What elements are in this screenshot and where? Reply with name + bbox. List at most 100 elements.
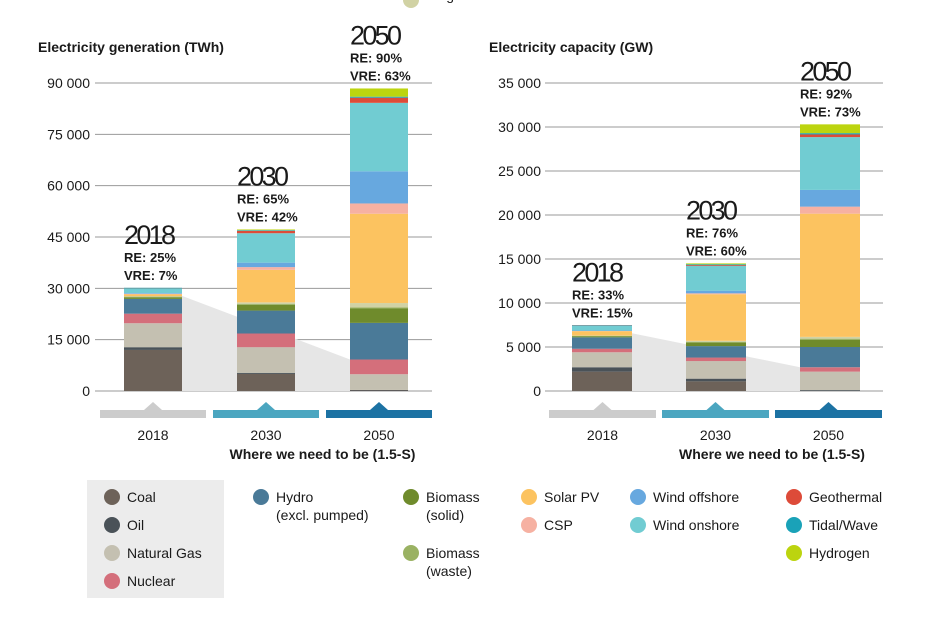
cap-bar-segment-2018-coal bbox=[572, 371, 632, 391]
legend-sublabel-biomass-solid: (solid) bbox=[426, 507, 464, 523]
cap-bar-segment-2018-hydro bbox=[572, 337, 632, 349]
cap-bar-segment-2030-wind-onshore bbox=[686, 266, 746, 291]
gen-bar-segment-2030-wind-onshore bbox=[237, 233, 295, 263]
cap-bar-segment-2050-biomass-waste bbox=[800, 338, 860, 340]
legend-swatch-nuclear bbox=[104, 573, 120, 589]
gen-y-tick-label: 75 000 bbox=[47, 126, 90, 142]
gen-bar-segment-2030-solar-pv bbox=[237, 269, 295, 303]
cap-bar-segment-2018-wind-onshore bbox=[572, 325, 632, 331]
cap-year-band-2030 bbox=[662, 410, 769, 418]
cap-bar-segment-2050-natural-gas bbox=[800, 371, 860, 391]
legend-swatch-csp bbox=[521, 517, 537, 533]
cap-bar-segment-2030-coal bbox=[686, 381, 746, 391]
gen-bar-segment-2030-natural-gas bbox=[237, 347, 295, 373]
cap-x-category-label-2050: 2050 bbox=[813, 427, 844, 443]
gen-bar-segment-2018-nuclear bbox=[124, 313, 182, 324]
legend-swatch-biomass-solid bbox=[403, 489, 419, 505]
gen-bar-segment-2050-coal bbox=[350, 390, 408, 391]
cap-bar-segment-2030-biogas bbox=[686, 340, 746, 342]
legend-sublabel-biomass-waste: (waste) bbox=[426, 563, 472, 579]
gen-y-tick-label: 15 000 bbox=[47, 332, 90, 348]
gen-bar-segment-2050-wind-offshore bbox=[350, 171, 408, 204]
gen-bar-segment-2018-coal bbox=[124, 349, 182, 391]
gen-bar-segment-2030-nuclear bbox=[237, 333, 295, 348]
gen-year-band-marker-2030 bbox=[257, 402, 275, 410]
gen-bar-segment-2030-biomass-waste bbox=[237, 303, 295, 305]
gen-bar-segment-2018-wind-onshore bbox=[124, 288, 182, 294]
cap-bar-segment-2030-wind-offshore bbox=[686, 290, 746, 294]
gen-annotation-year-2030: 2030 bbox=[237, 161, 289, 191]
legend-swatch-hydrogen bbox=[786, 545, 802, 561]
gen-bar-segment-2030-tidal-wave bbox=[237, 230, 295, 231]
legend-swatch-wind-offshore bbox=[630, 489, 646, 505]
gen-bar-segment-2030-oil bbox=[237, 372, 295, 374]
gen-bar-segment-2018-biogas bbox=[124, 296, 182, 297]
gen-year-band-2030 bbox=[213, 410, 319, 418]
cap-bar-segment-2018-biogas bbox=[572, 335, 632, 337]
gen-bar-segment-2030-geothermal bbox=[237, 230, 295, 234]
cap-annotation-year-2050: 2050 bbox=[800, 56, 852, 86]
gen-bar-segment-2018-tidal-wave bbox=[124, 287, 182, 289]
gen-bar-segment-2030-biogas bbox=[237, 302, 295, 304]
cap-bar-segment-2050-hydro bbox=[800, 347, 860, 368]
cap-bar-segment-2030-biomass-solid bbox=[686, 342, 746, 347]
gen-annotation-vre-2050: VRE: 63% bbox=[350, 68, 411, 83]
cap-bar-segment-2030-tidal-wave bbox=[686, 264, 746, 266]
gen-bar-segment-2050-biomass-solid bbox=[350, 308, 408, 323]
legend-swatch-natural-gas bbox=[104, 545, 120, 561]
gen-bar-segment-2018-csp bbox=[124, 293, 182, 295]
cap-y-tick-label: 10 000 bbox=[498, 295, 541, 311]
cap-y-tick-label: 0 bbox=[533, 383, 541, 399]
cap-bar-segment-2030-hydro bbox=[686, 346, 746, 358]
cap-y-tick-label: 25 000 bbox=[498, 163, 541, 179]
gen-bar-segment-2050-nuclear bbox=[350, 359, 408, 375]
cap-bar-segment-2018-natural-gas bbox=[572, 352, 632, 368]
gen-y-tick-label: 0 bbox=[82, 383, 90, 399]
legend-label-geothermal: Geothermal bbox=[809, 489, 882, 505]
gen-year-band-marker-2018 bbox=[144, 402, 162, 410]
gen-bar-segment-2050-solar-pv bbox=[350, 213, 408, 304]
legend-label-tidal-wave: Tidal/Wave bbox=[809, 517, 878, 533]
gen-bar-segment-2050-wind-onshore bbox=[350, 102, 408, 172]
cap-bar-segment-2018-oil bbox=[572, 367, 632, 372]
cap-x-category-label-2030: 2030 bbox=[700, 427, 731, 443]
gen-annotation-vre-2018: VRE: 7% bbox=[124, 268, 178, 283]
gen-year-band-2018 bbox=[100, 410, 206, 418]
legend-swatch-coal bbox=[104, 489, 120, 505]
legend-label-nuclear: Nuclear bbox=[127, 573, 176, 589]
gen-bar-segment-2018-biomass-waste bbox=[124, 296, 182, 298]
legend-label-coal: Coal bbox=[127, 489, 156, 505]
gen-bar-segment-2030-hydro bbox=[237, 310, 295, 334]
legend-swatch-wind-onshore bbox=[630, 517, 646, 533]
gen-annotation-year-2050: 2050 bbox=[350, 20, 402, 50]
cap-bar-segment-2018-tidal-wave bbox=[572, 325, 632, 326]
legend-swatch-geothermal bbox=[786, 489, 802, 505]
legend-sublabel-hydro: (excl. pumped) bbox=[276, 507, 369, 523]
cap-y-tick-label: 20 000 bbox=[498, 207, 541, 223]
cap-annotation-re-2030: RE: 76% bbox=[686, 225, 738, 240]
cap-annotation-vre-2018: VRE: 15% bbox=[572, 305, 633, 320]
gen-bar-segment-2050-hydro bbox=[350, 322, 408, 360]
cap-bar-segment-2018-wind-offshore bbox=[572, 330, 632, 331]
gen-annotation-re-2030: RE: 65% bbox=[237, 191, 289, 206]
gen-bar-segment-2050-hydrogen bbox=[350, 88, 408, 97]
gen-x-axis-label: Where we need to be (1.5-S) bbox=[230, 446, 416, 462]
cap-y-tick-label: 15 000 bbox=[498, 251, 541, 267]
gen-annotation-year-2018: 2018 bbox=[124, 220, 176, 250]
cap-year-band-marker-2030 bbox=[706, 402, 725, 410]
cap-bar-segment-2030-solar-pv bbox=[686, 294, 746, 341]
cap-bar-segment-2050-solar-pv bbox=[800, 213, 860, 337]
gen-bar-segment-2018-solar-pv bbox=[124, 294, 182, 297]
legend-label-biomass-solid: Biomass bbox=[426, 489, 480, 505]
gen-bar-segment-2050-biomass-waste bbox=[350, 307, 408, 309]
gen-bar-segment-2018-natural-gas bbox=[124, 323, 182, 348]
legend-label-wind-onshore: Wind onshore bbox=[653, 517, 740, 533]
gen-x-category-label-2030: 2030 bbox=[250, 427, 281, 443]
cap-x-category-label-2018: 2018 bbox=[587, 427, 618, 443]
cap-bar-segment-2030-natural-gas bbox=[686, 361, 746, 379]
cap-bar-segment-2018-nuclear bbox=[572, 348, 632, 353]
cap-year-band-2050 bbox=[775, 410, 882, 418]
cap-bar-segment-2050-biomass-solid bbox=[800, 339, 860, 347]
